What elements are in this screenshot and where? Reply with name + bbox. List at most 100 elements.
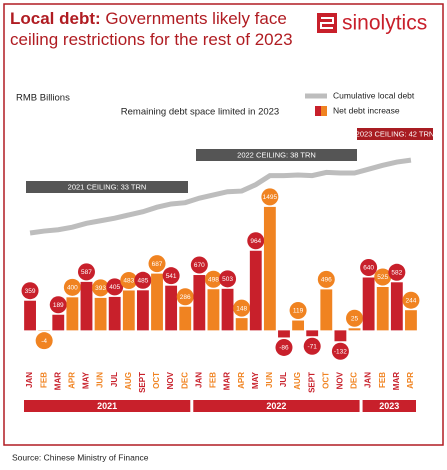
data-label: 405	[109, 284, 120, 291]
label-bubble	[346, 309, 364, 327]
legend-label: Cumulative local debt	[333, 90, 415, 100]
bar	[263, 206, 276, 331]
data-label: 393	[95, 285, 106, 292]
legend-label: Net debt increase	[333, 105, 400, 115]
data-label: 286	[180, 294, 191, 301]
x-tick-label: JAN	[364, 372, 373, 388]
label-bubble	[120, 271, 138, 289]
bar	[235, 318, 248, 331]
year-label: 2023	[379, 401, 399, 411]
label-bubble	[162, 267, 180, 285]
bar	[278, 330, 290, 338]
annotation-box	[357, 128, 433, 140]
label-bubble	[247, 232, 265, 250]
x-tick-label: AUG	[293, 372, 302, 390]
logo-glyph	[320, 17, 334, 29]
data-label: 25	[351, 316, 359, 323]
label-bubble	[204, 270, 222, 288]
x-tick-label: SEPT	[307, 372, 316, 393]
x-tick-label: JUN	[96, 372, 105, 388]
data-label: 541	[166, 273, 177, 280]
label-bubble	[63, 278, 81, 296]
label-bubble	[148, 255, 166, 273]
data-label: -132	[334, 348, 347, 355]
x-tick-label: AUG	[124, 372, 133, 390]
bar	[122, 290, 135, 331]
bar	[348, 328, 361, 331]
label-bubble	[21, 282, 39, 300]
x-tick-label: FEB	[209, 372, 218, 388]
annotation: 2022 CEILING: 38 TRN	[237, 150, 316, 159]
bar	[334, 330, 347, 342]
data-label: 498	[208, 276, 219, 283]
data-label: 485	[137, 278, 148, 285]
year-label: 2022	[266, 401, 286, 411]
y-label: RMB Billions	[16, 93, 70, 104]
label-bubble	[219, 270, 237, 288]
annotation-box	[196, 149, 357, 161]
label-bubble	[190, 256, 208, 274]
bar	[179, 306, 192, 331]
label-bubble	[77, 263, 95, 281]
x-tick-label: APR	[406, 372, 415, 389]
data-label: 400	[67, 285, 78, 292]
data-label: 189	[53, 302, 64, 309]
legend-swatch	[315, 106, 321, 116]
x-tick-label: APR	[67, 372, 76, 389]
bar	[207, 289, 220, 331]
bar	[362, 277, 375, 331]
data-label: 1495	[263, 194, 278, 201]
bar	[108, 296, 121, 331]
data-label: -4	[41, 338, 47, 345]
label-bubble	[261, 188, 279, 206]
data-label: 640	[363, 265, 374, 272]
x-tick-label: APR	[237, 372, 246, 389]
annotation-box	[26, 181, 188, 193]
data-label: 587	[81, 269, 92, 276]
annotation: 2023 CEILING: 42 TRN	[356, 129, 435, 138]
data-label: 670	[194, 262, 205, 269]
x-tick-label: JUL	[110, 372, 119, 387]
x-tick-label: FEB	[378, 372, 387, 388]
bar	[165, 285, 178, 331]
source: Source: Chinese Ministry of Finance	[12, 452, 149, 462]
bar	[193, 275, 206, 331]
bar	[221, 288, 234, 331]
line	[29, 157, 412, 236]
x-tick-label: OCT	[321, 372, 330, 389]
x-tick-label: JAN	[25, 372, 34, 388]
data-label: -86	[279, 345, 289, 352]
x-tick-label: SEPT	[138, 372, 147, 393]
label-bubble	[402, 291, 420, 309]
bar	[66, 297, 79, 331]
bar	[405, 310, 417, 331]
year-band	[24, 400, 191, 412]
x-tick-label: MAY	[82, 371, 91, 389]
data-label: 119	[293, 308, 304, 315]
x-tick-label: OCT	[152, 372, 161, 389]
brand: sinolytics	[342, 12, 427, 35]
bar	[24, 300, 36, 331]
bar	[292, 320, 305, 331]
label-bubble	[331, 342, 349, 360]
label-bubble	[92, 279, 110, 297]
bar	[390, 282, 403, 331]
label-bubble	[134, 271, 152, 289]
bar	[52, 314, 65, 331]
data-label: 582	[391, 270, 402, 277]
x-tick-label: JAN	[194, 372, 203, 388]
label-bubble	[35, 332, 53, 350]
year-band	[362, 400, 416, 412]
label-bubble	[388, 263, 406, 281]
x-tick-label: NOV	[336, 371, 345, 389]
x-tick-label: DEC	[180, 372, 189, 389]
data-label: 244	[406, 297, 417, 304]
x-tick-label: DEC	[350, 372, 359, 389]
label-bubble	[49, 296, 67, 314]
year-label: 2021	[97, 401, 117, 411]
label-bubble	[374, 268, 392, 286]
data-label: 483	[123, 278, 134, 285]
label-bubble	[106, 278, 124, 296]
